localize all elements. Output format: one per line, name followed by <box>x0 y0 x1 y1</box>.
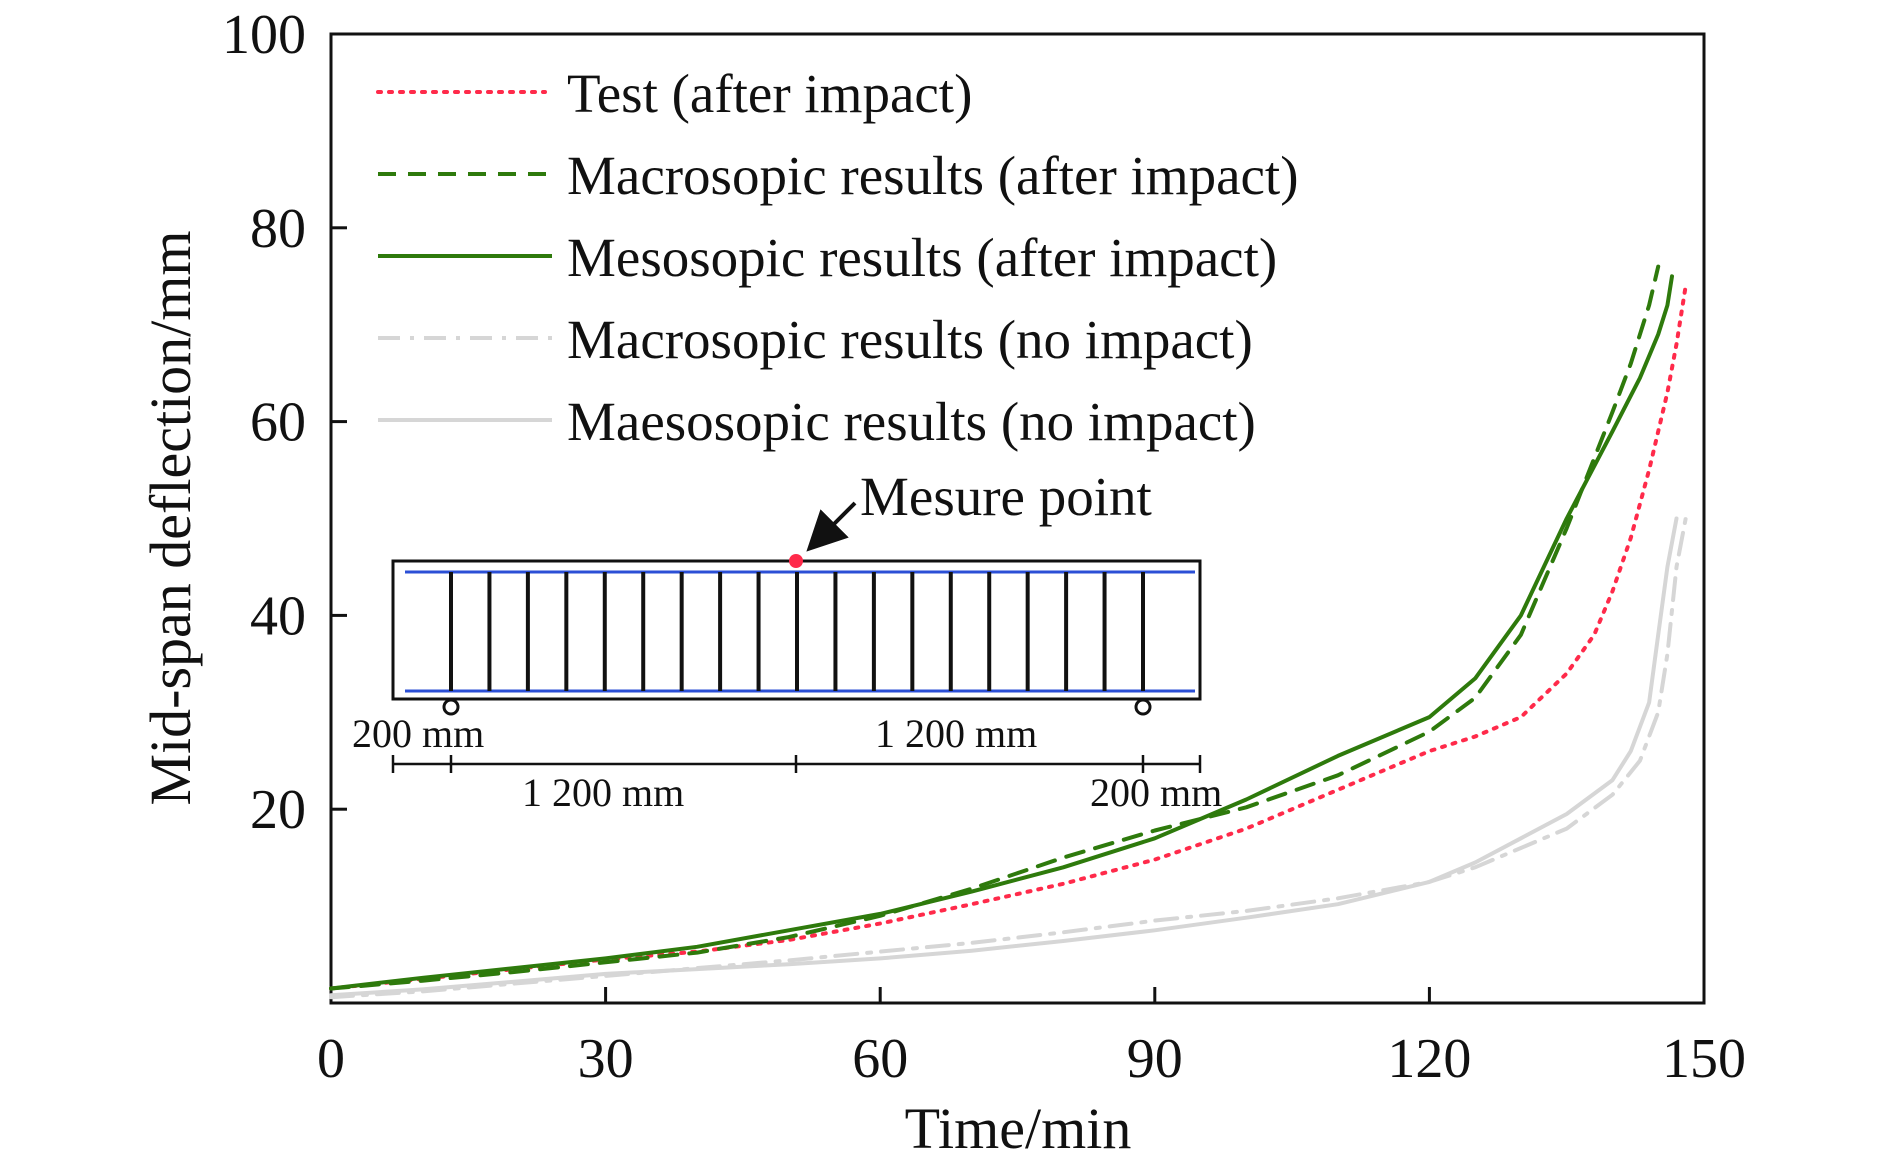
beam-stirrups <box>449 572 1145 691</box>
support-right <box>1134 698 1152 716</box>
y-tick-label: 80 <box>250 198 306 260</box>
x-axis: 0 30 60 90 120 150 <box>317 987 1746 1090</box>
x-tick-label: 120 <box>1387 1028 1471 1090</box>
y-tick-label: 60 <box>250 392 306 454</box>
plot-frame <box>329 32 1706 1005</box>
beam-inset: Mesure point 200 mm 1 200 mm 1 200 mm 20… <box>352 466 1222 815</box>
legend-label-meso-no-impact: Maesosopic results (no impact) <box>567 391 1256 452</box>
y-tick-label: 20 <box>250 779 306 841</box>
legend-label-macro-no-impact: Macrosopic results (no impact) <box>567 309 1253 370</box>
y-axis: 20 40 60 80 100 <box>222 4 347 1005</box>
support-left <box>442 698 460 716</box>
measure-point-label: Mesure point <box>860 466 1152 527</box>
series-line-1 <box>329 283 1688 991</box>
dim-label-left-overhang: 200 mm <box>352 711 484 756</box>
dim-label-left-span: 1 200 mm <box>522 770 684 815</box>
x-tick-label: 30 <box>578 1028 634 1090</box>
x-tick-label: 90 <box>1127 1028 1183 1090</box>
x-axis-title: Time/min <box>905 1096 1132 1161</box>
legend: Test (after impact) Macrosopic results (… <box>376 63 1299 452</box>
series-layer <box>329 264 1688 1000</box>
x-tick-label: 0 <box>317 1028 345 1090</box>
dim-label-right-overhang: 200 mm <box>1090 770 1222 815</box>
x-tick-label: 150 <box>1662 1028 1746 1090</box>
y-tick-label: 100 <box>222 4 306 66</box>
legend-label-test-after-impact: Test (after impact) <box>567 63 972 124</box>
y-tick-label: 40 <box>250 585 306 647</box>
series-line-4 <box>329 516 1688 1000</box>
measure-point-arrow <box>806 501 857 552</box>
y-axis-title: Mid-span deflection/mm <box>138 230 203 805</box>
measure-point-marker <box>789 554 803 568</box>
dim-label-right-span: 1 200 mm <box>875 711 1037 756</box>
legend-label-meso-after-impact: Mesosopic results (after impact) <box>567 227 1277 288</box>
series-line-3 <box>329 274 1674 991</box>
x-tick-label: 60 <box>852 1028 908 1090</box>
legend-label-macro-after-impact: Macrosopic results (after impact) <box>567 145 1299 206</box>
